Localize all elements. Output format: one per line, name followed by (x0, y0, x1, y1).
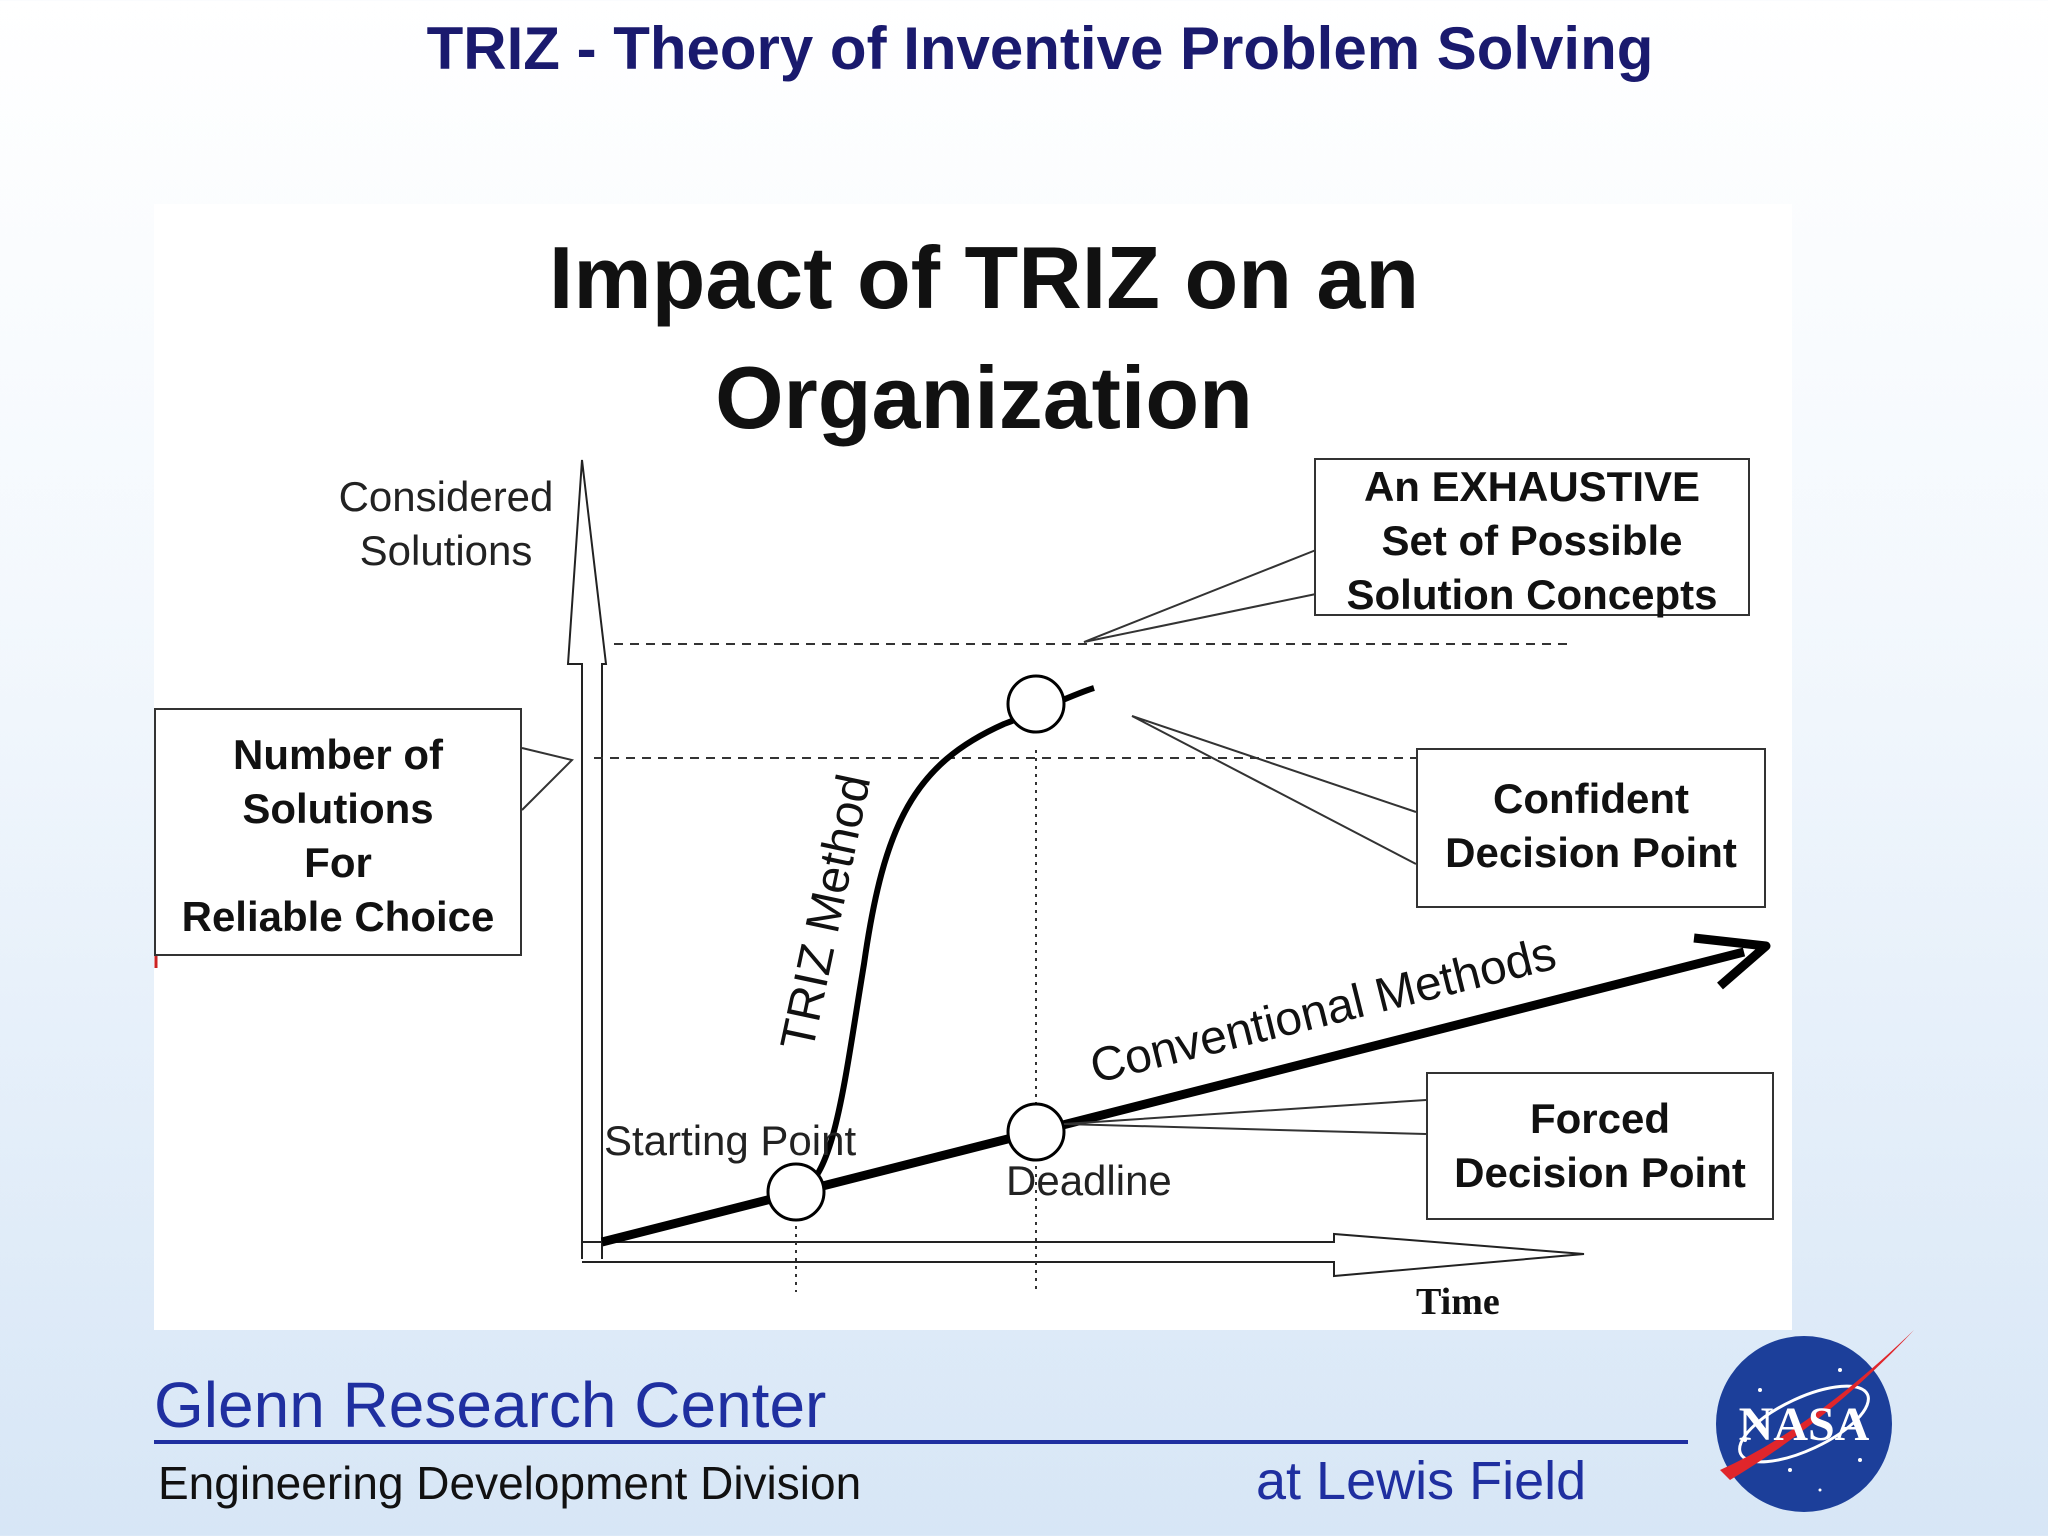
slide-title: TRIZ - Theory of Inventive Problem Solvi… (426, 15, 1654, 82)
callout-line: Solutions (242, 785, 434, 832)
starting-point-marker (766, 1162, 826, 1222)
callout-line: Forced (1529, 1095, 1671, 1142)
figure-title: Impact of TRIZ on an Organization (404, 218, 1564, 458)
confident-decision-callout: Confident Decision Point (1416, 748, 1766, 908)
nasa-logo: NASA (1716, 1330, 1914, 1512)
footer-division: Engineering Development Division (158, 1457, 862, 1509)
footer-center-name: Glenn Research Center (154, 1369, 827, 1441)
figure-graphics (154, 459, 1771, 1292)
x-axis (582, 1232, 1585, 1278)
y-axis-label: Considered Solutions (326, 470, 566, 578)
deadline-label: Deadline (1006, 1157, 1172, 1204)
triz-impact-figure: Impact of TRIZ on an Organization Consid… (154, 204, 1792, 1330)
nasa-logo-text: NASA (1739, 1398, 1870, 1451)
callout-line: Number of (233, 731, 443, 778)
callout-line: Decision Point (1454, 1149, 1746, 1196)
confident-point-marker (1006, 674, 1066, 734)
callout-line: Set of Possible (1381, 517, 1683, 564)
callout-line: Decision Point (1445, 829, 1737, 876)
callout-line: Solution Concepts (1346, 571, 1718, 618)
deadline-point-marker (1006, 1102, 1066, 1162)
reliable-choice-callout: Number of Solutions For Reliable Choice (154, 708, 522, 956)
footer-location: at Lewis Field (1256, 1451, 1587, 1511)
exhaustive-callout: An EXHAUSTIVE Set of Possible Solution C… (1314, 458, 1750, 618)
footer-rule (154, 1440, 1688, 1444)
confident-pointer (1131, 715, 1417, 865)
conventional-arrowhead (1693, 933, 1771, 990)
y-axis (566, 459, 608, 1259)
y-axis-label-line2: Solutions (359, 527, 533, 574)
exhaustive-pointer (1083, 549, 1317, 643)
forced-pointer (1063, 1099, 1427, 1135)
reliable-pointer (521, 747, 574, 811)
forced-decision-callout: Forced Decision Point (1426, 1072, 1774, 1220)
callout-line: An EXHAUSTIVE (1363, 463, 1701, 510)
callout-line: Confident (1493, 775, 1689, 822)
callout-line: Reliable Choice (181, 893, 495, 940)
starting-point-label: Starting Point (604, 1117, 857, 1164)
figure-title-line2: Organization (715, 348, 1253, 447)
x-axis-label: Time (1416, 1281, 1500, 1323)
callout-line: For (304, 839, 372, 886)
y-axis-label-line1: Considered (338, 473, 554, 520)
figure-title-line1: Impact of TRIZ on an (548, 228, 1420, 327)
